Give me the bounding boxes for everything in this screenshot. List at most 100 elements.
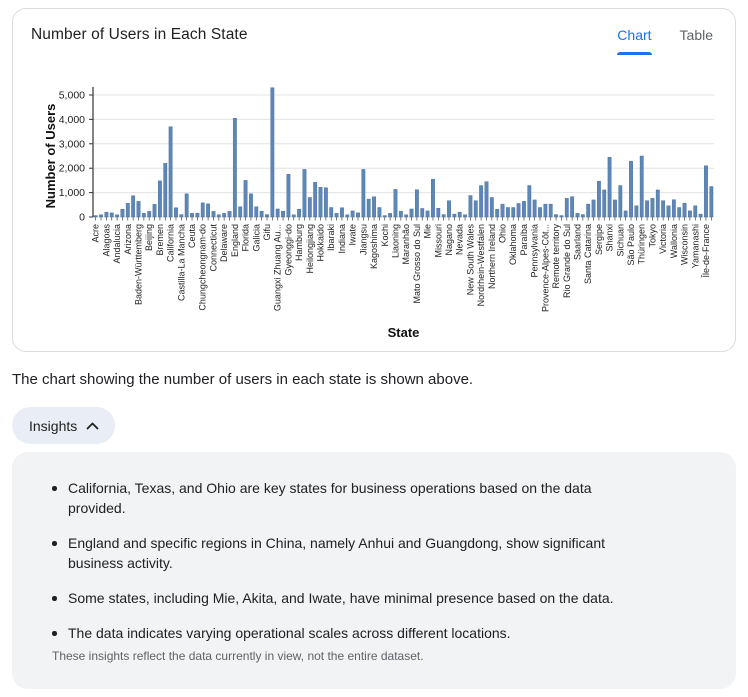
bar[interactable]	[431, 178, 435, 218]
bar[interactable]	[249, 193, 253, 218]
bar[interactable]	[254, 206, 259, 218]
bar[interactable]	[436, 208, 441, 218]
bar[interactable]	[141, 213, 146, 218]
bar[interactable]	[168, 126, 173, 218]
bar[interactable]	[206, 203, 210, 218]
bar[interactable]	[259, 210, 264, 218]
bar[interactable]	[404, 214, 409, 218]
bar[interactable]	[340, 207, 344, 218]
bar[interactable]	[323, 187, 328, 218]
bar[interactable]	[147, 211, 152, 218]
bar[interactable]	[120, 208, 125, 218]
bar[interactable]	[559, 215, 564, 218]
bar[interactable]	[265, 214, 269, 218]
tab-table[interactable]: Table	[680, 27, 713, 55]
bar[interactable]	[393, 189, 398, 218]
bar[interactable]	[222, 213, 227, 218]
bar[interactable]	[388, 213, 393, 218]
bar[interactable]	[538, 207, 542, 218]
bar[interactable]	[447, 200, 451, 218]
bar[interactable]	[693, 205, 698, 218]
bar[interactable]	[163, 163, 168, 218]
bar[interactable]	[270, 87, 275, 218]
bar[interactable]	[473, 200, 478, 218]
bar[interactable]	[655, 189, 660, 218]
bar[interactable]	[463, 214, 467, 218]
bar[interactable]	[479, 185, 484, 218]
bar[interactable]	[505, 207, 510, 218]
bar[interactable]	[452, 213, 457, 218]
insights-toggle-button[interactable]: Insights	[12, 407, 116, 444]
bar[interactable]	[645, 200, 649, 218]
bar[interactable]	[597, 180, 601, 218]
bar[interactable]	[152, 204, 157, 218]
bar[interactable]	[99, 214, 103, 218]
bar[interactable]	[634, 205, 639, 218]
bar[interactable]	[243, 180, 248, 218]
bar[interactable]	[671, 199, 676, 218]
bar[interactable]	[468, 195, 473, 218]
bar[interactable]	[613, 199, 617, 218]
bar[interactable]	[677, 207, 682, 218]
bar[interactable]	[591, 199, 596, 218]
bar[interactable]	[361, 169, 366, 218]
bar[interactable]	[618, 185, 623, 218]
bar[interactable]	[409, 208, 414, 218]
bar[interactable]	[275, 208, 280, 218]
bar[interactable]	[313, 182, 318, 218]
bar[interactable]	[329, 207, 334, 218]
bar[interactable]	[441, 214, 446, 218]
bar[interactable]	[495, 208, 500, 218]
bar[interactable]	[425, 210, 430, 218]
bar[interactable]	[227, 211, 232, 218]
bar[interactable]	[318, 187, 323, 218]
bar[interactable]	[650, 198, 655, 218]
bar[interactable]	[334, 213, 339, 218]
bar[interactable]	[511, 207, 516, 218]
bar[interactable]	[398, 210, 403, 218]
bar[interactable]	[345, 214, 350, 218]
bar[interactable]	[580, 214, 585, 218]
bar[interactable]	[302, 169, 307, 218]
bar[interactable]	[291, 214, 296, 218]
bar[interactable]	[200, 202, 205, 218]
bar[interactable]	[484, 181, 489, 218]
bar[interactable]	[372, 196, 376, 218]
bar[interactable]	[420, 208, 425, 218]
tab-chart[interactable]: Chart	[617, 27, 652, 55]
bar[interactable]	[211, 211, 216, 218]
bar[interactable]	[661, 200, 666, 218]
bar[interactable]	[489, 197, 494, 218]
bar[interactable]	[709, 186, 714, 218]
bar[interactable]	[136, 201, 141, 218]
bar[interactable]	[179, 214, 184, 218]
bar[interactable]	[125, 203, 130, 218]
bar[interactable]	[548, 203, 553, 218]
bar[interactable]	[532, 199, 537, 218]
bar[interactable]	[286, 174, 291, 218]
bar[interactable]	[158, 180, 162, 218]
bar[interactable]	[93, 215, 98, 218]
bar[interactable]	[522, 201, 526, 218]
bar[interactable]	[131, 195, 136, 218]
bar[interactable]	[516, 203, 521, 218]
bar[interactable]	[666, 205, 671, 218]
bar[interactable]	[184, 193, 189, 218]
bar[interactable]	[607, 157, 612, 218]
bar[interactable]	[623, 210, 628, 218]
bar[interactable]	[356, 212, 360, 218]
bar[interactable]	[350, 210, 355, 218]
bar[interactable]	[575, 213, 580, 218]
bar[interactable]	[195, 212, 200, 218]
bar[interactable]	[238, 206, 243, 218]
bar[interactable]	[174, 207, 178, 218]
bar[interactable]	[688, 210, 692, 218]
bar[interactable]	[382, 215, 387, 218]
bar[interactable]	[682, 202, 687, 218]
bar[interactable]	[366, 198, 371, 218]
bar[interactable]	[414, 189, 419, 218]
bar[interactable]	[639, 155, 644, 218]
bar[interactable]	[602, 189, 607, 218]
bar[interactable]	[307, 197, 312, 218]
bar[interactable]	[527, 185, 532, 218]
